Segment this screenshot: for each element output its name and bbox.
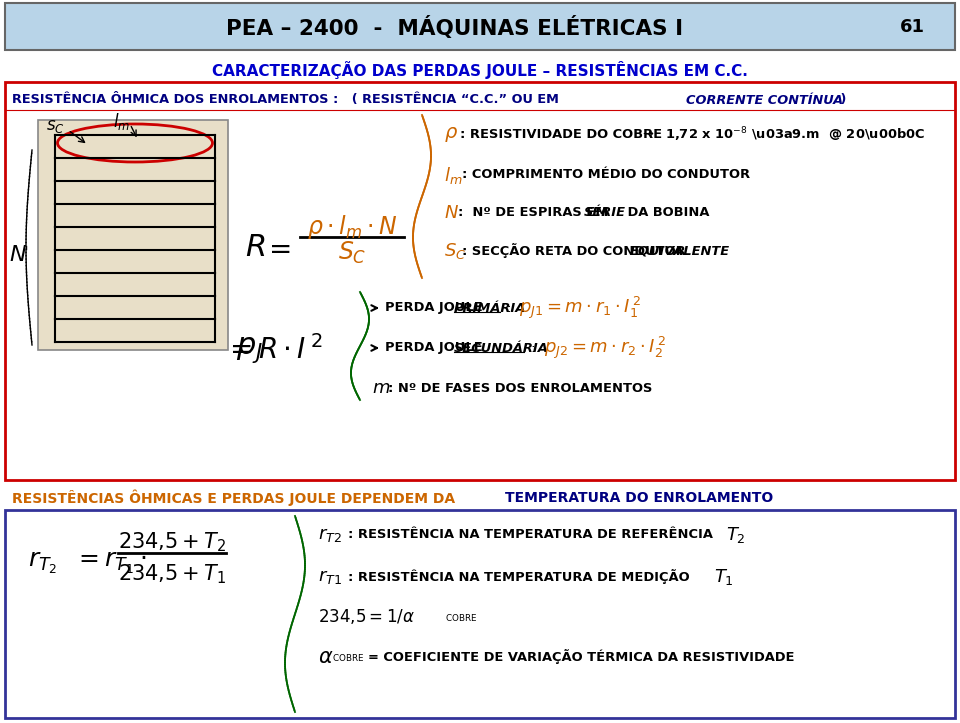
Text: SÉRIE: SÉRIE — [584, 207, 626, 220]
Text: :: : — [527, 341, 548, 354]
Bar — [38, 120, 228, 350]
Text: $r_{T2}$: $r_{T2}$ — [318, 526, 342, 544]
Text: $l_m$: $l_m$ — [444, 165, 463, 186]
Text: : RESISTÊNCIA NA TEMPERATURA DE REFERÊNCIA: : RESISTÊNCIA NA TEMPERATURA DE REFERÊNC… — [348, 529, 717, 542]
Text: $= R \cdot I^{\,2}$: $= R \cdot I^{\,2}$ — [224, 335, 323, 365]
Text: $p_{J1} = m \cdot r_1 \cdot I_1^{\,2}$: $p_{J1} = m \cdot r_1 \cdot I_1^{\,2}$ — [519, 295, 641, 321]
Text: DA BOBINA: DA BOBINA — [623, 207, 709, 220]
Text: : COMPRIMENTO MÉDIO DO CONDUTOR: : COMPRIMENTO MÉDIO DO CONDUTOR — [462, 168, 750, 181]
Text: $N$: $N$ — [9, 245, 27, 265]
Bar — [5, 82, 955, 480]
Text: $T_1$: $T_1$ — [714, 567, 733, 587]
Text: $s_C$: $s_C$ — [46, 117, 64, 135]
Text: $\rightarrow$  1,72 x 10$^{-8}$ \u03a9.m  @ 20\u00b0C: $\rightarrow$ 1,72 x 10$^{-8}$ \u03a9.m … — [640, 126, 925, 145]
Text: $S_C$: $S_C$ — [444, 241, 467, 261]
Text: RESISTÊNCIA ÔHMICA DOS ENROLAMENTOS :   ( RESISTÊNCIA “C.C.” OU EM: RESISTÊNCIA ÔHMICA DOS ENROLAMENTOS : ( … — [12, 93, 564, 106]
Text: EQUIVALENTE: EQUIVALENTE — [630, 244, 731, 257]
Text: $T_2$: $T_2$ — [726, 525, 746, 545]
Text: PRIMÁRIA: PRIMÁRIA — [454, 301, 526, 315]
Text: : RESISTIVIDADE DO COBRE: : RESISTIVIDADE DO COBRE — [460, 129, 662, 142]
Text: $\rho \cdot l_m \cdot N$: $\rho \cdot l_m \cdot N$ — [306, 213, 397, 241]
Text: TEMPERATURA DO ENROLAMENTO: TEMPERATURA DO ENROLAMENTO — [505, 491, 773, 505]
Text: PERDA JOULE: PERDA JOULE — [385, 341, 488, 354]
Text: $r_{T_2}$: $r_{T_2}$ — [28, 550, 58, 576]
Text: : SECÇÃO RETA DO CONDUTOR: : SECÇÃO RETA DO CONDUTOR — [462, 244, 690, 259]
Text: CARACTERIZAÇÃO DAS PERDAS JOULE – RESISTÊNCIAS EM C.C.: CARACTERIZAÇÃO DAS PERDAS JOULE – RESIST… — [212, 61, 748, 79]
Text: $\alpha$: $\alpha$ — [318, 647, 333, 667]
Text: SECUNDÁRIA: SECUNDÁRIA — [454, 341, 549, 354]
Text: $p_{J2} = m \cdot r_2 \cdot I_2^{\,2}$: $p_{J2} = m \cdot r_2 \cdot I_2^{\,2}$ — [544, 335, 666, 362]
Text: $\rho$: $\rho$ — [444, 126, 458, 145]
Text: 61: 61 — [900, 18, 924, 36]
Text: :: : — [503, 301, 524, 315]
Bar — [5, 3, 955, 50]
Text: $S_C$: $S_C$ — [338, 240, 366, 266]
Bar — [5, 510, 955, 718]
Text: $R$: $R$ — [245, 234, 265, 262]
Text: $p_J$: $p_J$ — [236, 335, 264, 365]
Text: PEA – 2400  -  MÁQUINAS ELÉTRICAS I: PEA – 2400 - MÁQUINAS ELÉTRICAS I — [227, 15, 684, 38]
Text: :  Nº DE ESPIRAS EM: : Nº DE ESPIRAS EM — [458, 207, 612, 220]
Text: $234{,}5 = 1 / \alpha$: $234{,}5 = 1 / \alpha$ — [318, 607, 415, 627]
Text: : Nº DE FASES DOS ENROLAMENTOS: : Nº DE FASES DOS ENROLAMENTOS — [388, 382, 653, 395]
Text: $234{,}5 + T_1$: $234{,}5 + T_1$ — [118, 562, 226, 586]
Text: $= r_{T_1} \cdot$: $= r_{T_1} \cdot$ — [74, 550, 147, 576]
Text: $r_{T1}$: $r_{T1}$ — [318, 568, 342, 586]
Text: $m$: $m$ — [372, 379, 391, 397]
Text: $_{\mathrm{COBRE}}$: $_{\mathrm{COBRE}}$ — [445, 610, 477, 623]
Text: ): ) — [836, 93, 847, 106]
Text: $_{\mathrm{COBRE}}$: $_{\mathrm{COBRE}}$ — [332, 651, 364, 664]
Text: RESISTÊNCIAS ÔHMICAS E PERDAS JOULE DEPENDEM DA: RESISTÊNCIAS ÔHMICAS E PERDAS JOULE DEPE… — [12, 489, 460, 506]
Text: PERDA JOULE: PERDA JOULE — [385, 301, 488, 315]
Text: $=$: $=$ — [263, 234, 291, 262]
Text: $l_m$: $l_m$ — [113, 111, 131, 132]
Text: : RESISTÊNCIA NA TEMPERATURA DE MEDIÇÃO: : RESISTÊNCIA NA TEMPERATURA DE MEDIÇÃO — [348, 570, 694, 584]
Text: $234{,}5 + T_2$: $234{,}5 + T_2$ — [118, 530, 226, 554]
Text: $N$: $N$ — [444, 204, 459, 222]
Text: = COEFICIENTE DE VARIAÇÃO TÉRMICA DA RESISTIVIDADE: = COEFICIENTE DE VARIAÇÃO TÉRMICA DA RES… — [368, 649, 795, 664]
Text: CORRENTE CONTÍNUA: CORRENTE CONTÍNUA — [686, 93, 843, 106]
